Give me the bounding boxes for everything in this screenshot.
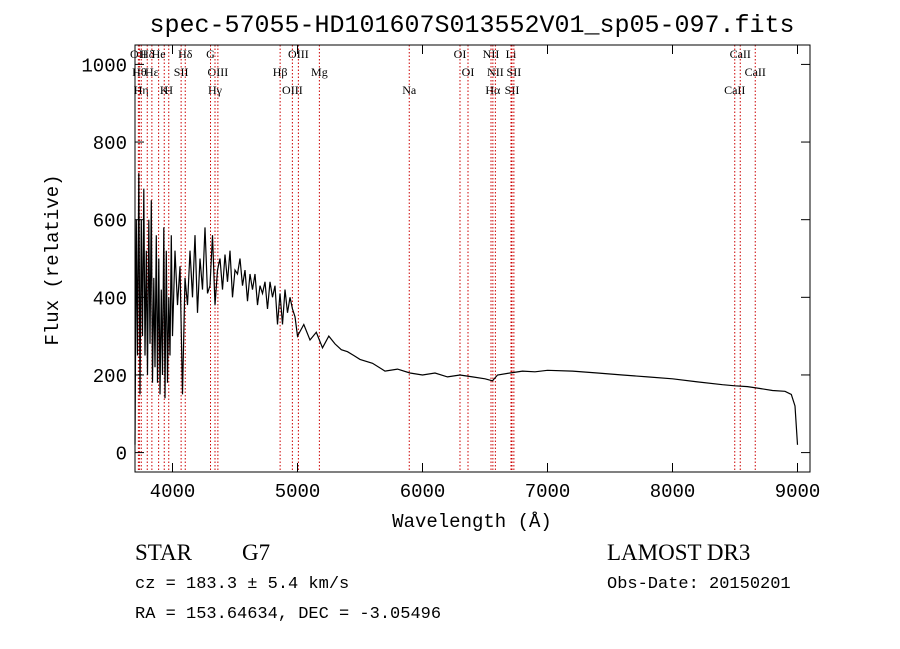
- line-label-8: H: [164, 83, 173, 97]
- line-label-9: Hδ: [178, 47, 193, 61]
- line-label-12: G: [206, 47, 215, 61]
- survey-label: LAMOST DR3: [607, 540, 750, 565]
- x-axis-label: Wavelength (Å): [392, 511, 552, 533]
- y-tick-label-1: 200: [93, 366, 127, 388]
- line-label-11: Hγ: [208, 83, 223, 97]
- line-label-14: OIII: [282, 83, 303, 97]
- chart-title: spec-57055-HD101607S013552V01_sp05-097.f…: [149, 11, 794, 40]
- line-label-20: Hα: [485, 83, 501, 97]
- line-label-17: Na: [402, 83, 417, 97]
- spectrum-line: [134, 173, 799, 445]
- line-label-24: Li: [506, 47, 517, 61]
- x-tick-label-1: 5000: [275, 481, 321, 503]
- line-label-16: Mg: [311, 65, 328, 79]
- class-label: STAR: [135, 540, 193, 565]
- line-label-28: CaII: [745, 65, 766, 79]
- x-tick-label-5: 9000: [775, 481, 821, 503]
- line-label-6: He: [152, 47, 166, 61]
- y-tick-label-0: 0: [116, 444, 127, 466]
- line-label-7: SII: [174, 65, 189, 79]
- x-tick-label-3: 7000: [525, 481, 571, 503]
- line-label-4: Hε: [145, 65, 159, 79]
- line-label-21: NII: [483, 47, 500, 61]
- y-tick-label-5: 1000: [81, 55, 127, 77]
- line-label-5: K: [160, 83, 169, 97]
- line-label-26: CaII: [724, 83, 745, 97]
- line-label-27: CaII: [730, 47, 751, 61]
- line-label-1: Hθ: [132, 65, 147, 79]
- x-tick-label-2: 6000: [400, 481, 446, 503]
- line-label-19: OI: [462, 65, 475, 79]
- obs-date: Obs-Date: 20150201: [607, 575, 791, 594]
- y-axis-label: Flux (relative): [42, 174, 64, 345]
- line-label-15: OIII: [288, 47, 309, 61]
- plot-area: OIIHθHηHδHεKHeSIIHHδOIIIHγGHβOIIIOIIIMgN…: [81, 44, 821, 503]
- line-label-2: Hη: [134, 83, 149, 97]
- subclass-label: G7: [242, 540, 270, 565]
- y-tick-label-4: 800: [93, 133, 127, 155]
- plot-frame: [134, 44, 811, 473]
- coords-text: RA = 153.64634, DEC = -3.05496: [135, 605, 441, 624]
- line-label-23: SII: [505, 83, 520, 97]
- line-label-10: OIII: [208, 65, 229, 79]
- line-label-22: NII: [487, 65, 504, 79]
- line-label-18: OI: [454, 47, 467, 61]
- cz-text: cz = 183.3 ± 5.4 km/s: [135, 575, 349, 594]
- line-label-0: OII: [130, 47, 147, 61]
- line-label-13: Hβ: [273, 65, 288, 79]
- line-label-3: Hδ: [140, 47, 155, 61]
- x-tick-label-0: 4000: [150, 481, 196, 503]
- x-tick-label-4: 8000: [650, 481, 696, 503]
- line-label-25: SII: [507, 65, 522, 79]
- y-tick-label-2: 400: [93, 288, 127, 310]
- y-tick-label-3: 600: [93, 211, 127, 233]
